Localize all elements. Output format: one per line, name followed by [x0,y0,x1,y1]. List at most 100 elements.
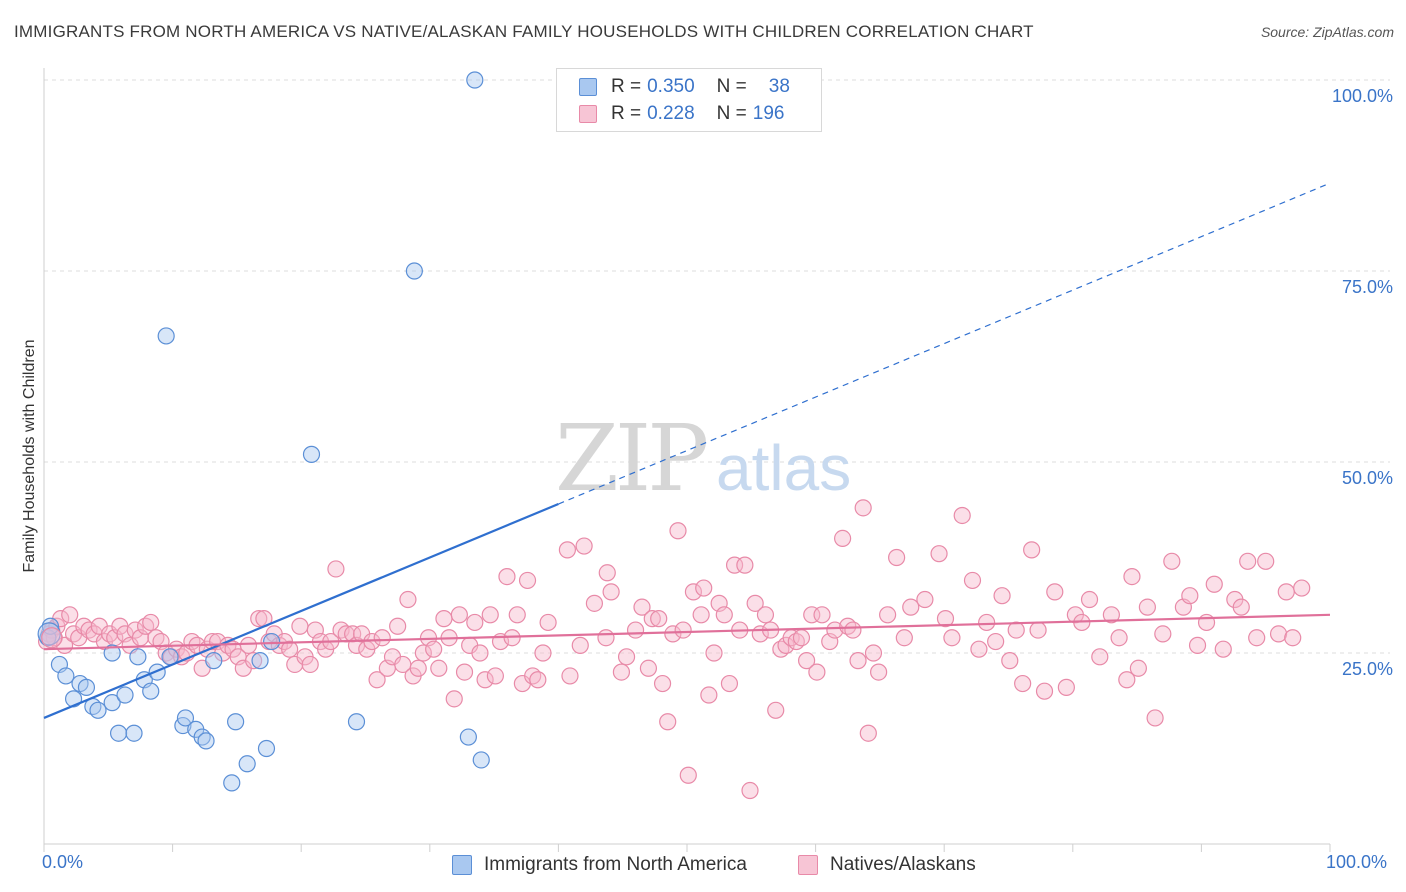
native-point [327,560,345,578]
native-point [664,625,682,643]
native-point [498,567,516,586]
native-point [626,621,645,639]
native-point [643,610,661,628]
native-point [612,663,631,681]
immigrant-point [77,678,96,696]
native-point [993,587,1011,605]
native-point [1197,613,1216,632]
native-point [602,583,620,601]
native-point [1007,621,1025,639]
watermark-atlas: atlas [716,432,851,504]
immigrant-point [472,751,490,769]
native-point [399,590,417,609]
native-point [870,663,888,681]
native-point [902,598,920,616]
bottom-legend-label: Natives/Alaskans [830,854,976,875]
native-point [859,724,877,742]
native-point [1239,552,1257,570]
native-point [425,640,443,658]
native-point [849,652,867,670]
bottom-legend-swatch-pink [798,855,818,875]
y-tick-100: 100.0% [1331,86,1393,106]
immigrant-point [157,327,175,345]
native-point [834,529,852,548]
native-point [746,594,764,612]
native-point [1277,583,1295,601]
legend-n-value: 196 [752,103,785,124]
native-point [692,606,710,624]
native-point [1181,587,1199,605]
native-point [1214,640,1232,658]
legend-r-label: R = [611,76,642,97]
native-point [684,583,703,601]
watermark-zip: ZIP [555,405,706,512]
native-point [1138,598,1156,616]
immigrant-point [347,713,366,731]
immigrant-trendline-extension [558,182,1331,505]
immigrant-trendline [43,503,559,719]
native-point [430,659,448,677]
native-point [1014,674,1032,693]
native-point [597,629,615,647]
immigrant-point [176,709,195,727]
native-point [409,659,427,677]
native-point [476,671,494,689]
native-point [854,499,872,517]
immigrant-point [227,713,245,731]
native-point [715,606,733,624]
native-point [450,606,468,624]
native-point [575,537,593,555]
native-point [808,663,826,681]
immigrant-point [459,728,477,746]
native-point [767,701,785,719]
native-point [301,655,319,674]
native-point [281,640,299,658]
native-point [720,674,739,693]
native-point [1163,552,1181,570]
immigrant-point [257,739,276,758]
native-point [792,629,811,647]
native-point [864,644,883,662]
native-point [598,564,616,582]
legend-r-value: 0.228 [647,103,695,124]
immigrant-point [129,648,147,666]
legend-n-value: 38 [768,76,790,97]
immigrant-point [116,686,134,704]
native-point [539,613,557,632]
bottom-legend-immigrants: Immigrants from North America [452,852,747,878]
y-tick-50: 50.0% [1341,468,1393,488]
native-point [736,556,754,574]
immigrant-point [142,682,160,700]
native-point [669,522,687,540]
native-point [534,644,552,662]
immigrant-point [238,755,256,773]
native-point [245,652,263,670]
native-point [943,629,961,647]
native-point [1001,652,1019,670]
native-point [455,663,474,681]
native-point [1118,671,1136,689]
native-point [1035,682,1054,700]
native-point [1123,567,1141,586]
native-point [1188,636,1207,654]
native-point [695,579,713,597]
native-point [756,606,775,624]
native-point [978,613,996,632]
native-point [373,629,391,647]
native-point [529,671,547,689]
native-point [1293,579,1311,597]
immigrant-point [263,632,281,651]
x-tick-100: 100.0% [1326,852,1388,872]
native-point [1110,629,1128,647]
native-point [650,610,668,628]
immigrant-point [251,652,269,670]
native-point [888,548,906,567]
native-point [1102,606,1120,624]
x-tick-0: 0.0% [42,852,84,872]
native-point [1257,552,1275,570]
native-point [970,640,988,658]
native-point [1205,575,1223,593]
source-label: Source: ZipAtlas.com [1260,24,1394,40]
native-point [558,541,577,559]
